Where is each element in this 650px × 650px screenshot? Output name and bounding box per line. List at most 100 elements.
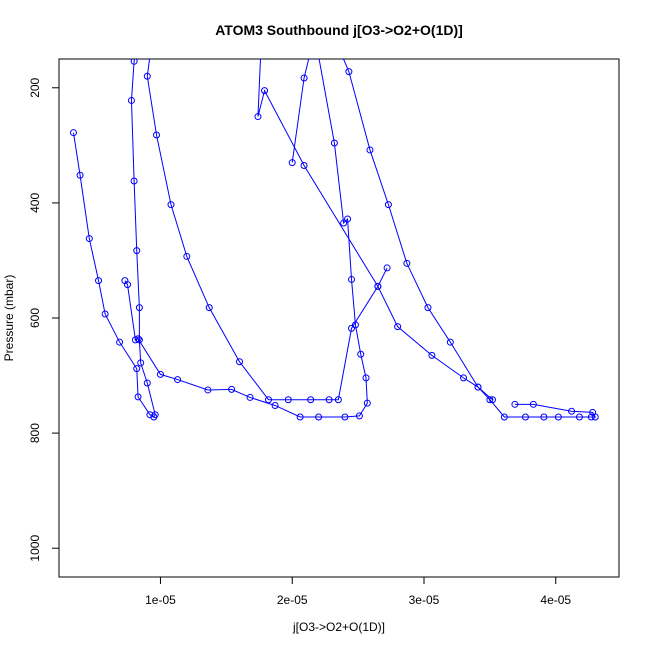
data-point [489, 396, 497, 404]
x-tick-label: 2e-05 [277, 593, 308, 607]
x-tick-label: 4e-05 [540, 593, 571, 607]
data-point [300, 74, 308, 82]
data-point [357, 350, 365, 358]
data-point [261, 87, 269, 95]
y-axis-label: Pressure (mbar) [2, 275, 16, 362]
series-6 [288, 59, 312, 167]
data-point [460, 374, 468, 382]
data-point [362, 374, 370, 382]
data-point [307, 59, 312, 60]
data-point [511, 400, 519, 408]
data-point [500, 413, 508, 421]
data-point [474, 383, 482, 391]
data-point [315, 413, 323, 421]
data-point [300, 161, 308, 169]
data-point [135, 304, 143, 312]
series-line [124, 59, 368, 418]
data-point [394, 323, 402, 331]
data-point [146, 411, 154, 419]
series-4 [254, 59, 599, 421]
data-point [246, 393, 254, 401]
series-line [72, 59, 156, 418]
data-point [348, 275, 356, 283]
data-point [143, 379, 151, 387]
data-point [340, 59, 345, 60]
data-point [127, 96, 135, 104]
x-tick-label: 3e-05 [409, 593, 440, 607]
data-point [344, 215, 352, 223]
x-axis: 1e-05 2e-05 3e-05 4e-05 [145, 576, 571, 607]
series-3 [121, 59, 371, 421]
data-point [205, 304, 213, 312]
data-point [116, 338, 124, 346]
data-point [383, 264, 391, 272]
data-point [486, 396, 494, 404]
y-tick-label: 200 [28, 77, 42, 97]
data-point [153, 131, 161, 139]
chart-title: ATOM3 Southbound j[O3->O2+O(1D)] [215, 22, 463, 38]
data-point [446, 338, 454, 346]
series-line [257, 59, 597, 418]
data-point [228, 385, 236, 393]
data-point [85, 235, 93, 243]
x-axis-label: j[O3->O2+O(1D)] [292, 620, 385, 634]
data-point [355, 412, 363, 420]
data-point [428, 351, 436, 359]
data-point [133, 247, 141, 255]
data-point [363, 399, 371, 407]
plot-area-border [58, 58, 620, 578]
data-point [167, 201, 175, 209]
data-point [137, 359, 145, 367]
series-1 [69, 59, 159, 421]
data-point [254, 113, 262, 121]
data-point [204, 386, 212, 394]
data-point [521, 413, 529, 421]
data-point [403, 259, 411, 267]
data-point [330, 139, 338, 147]
data-point [143, 72, 151, 80]
data-point [348, 324, 356, 332]
data-point [307, 396, 315, 404]
data-point [587, 413, 595, 421]
data-point [568, 407, 576, 415]
data-point [134, 393, 142, 401]
data-point [265, 396, 273, 404]
series-2 [143, 59, 391, 404]
data-point [540, 413, 548, 421]
y-tick-label: 600 [28, 308, 42, 328]
data-point [124, 281, 132, 289]
data-point [374, 282, 382, 290]
data-point [284, 396, 292, 404]
data-point [76, 171, 84, 179]
data-point [554, 413, 562, 421]
data-point [529, 400, 537, 408]
data-point [366, 146, 374, 154]
y-tick-label: 1000 [28, 535, 42, 562]
data-point [130, 59, 138, 65]
data-point [183, 252, 191, 260]
data-point [325, 396, 333, 404]
data-point [101, 310, 109, 318]
data-point [334, 396, 342, 404]
data-point [345, 68, 353, 76]
data-point [156, 370, 164, 378]
data-point [340, 219, 348, 227]
data-point [258, 59, 263, 60]
data-point [384, 201, 392, 209]
y-axis: 200 400 600 800 1000 [28, 77, 60, 562]
data-point [236, 358, 244, 366]
series-line [291, 59, 310, 163]
data-point [351, 321, 359, 329]
data-point [316, 59, 321, 60]
data-point [174, 376, 182, 384]
data-point [288, 159, 296, 167]
data-point [589, 408, 597, 416]
y-tick-label: 800 [28, 423, 42, 443]
series-line [342, 59, 493, 401]
data-point [424, 304, 432, 312]
data-point [575, 413, 583, 421]
data-point [271, 401, 279, 409]
data-point [69, 129, 77, 137]
data-point [134, 335, 142, 343]
